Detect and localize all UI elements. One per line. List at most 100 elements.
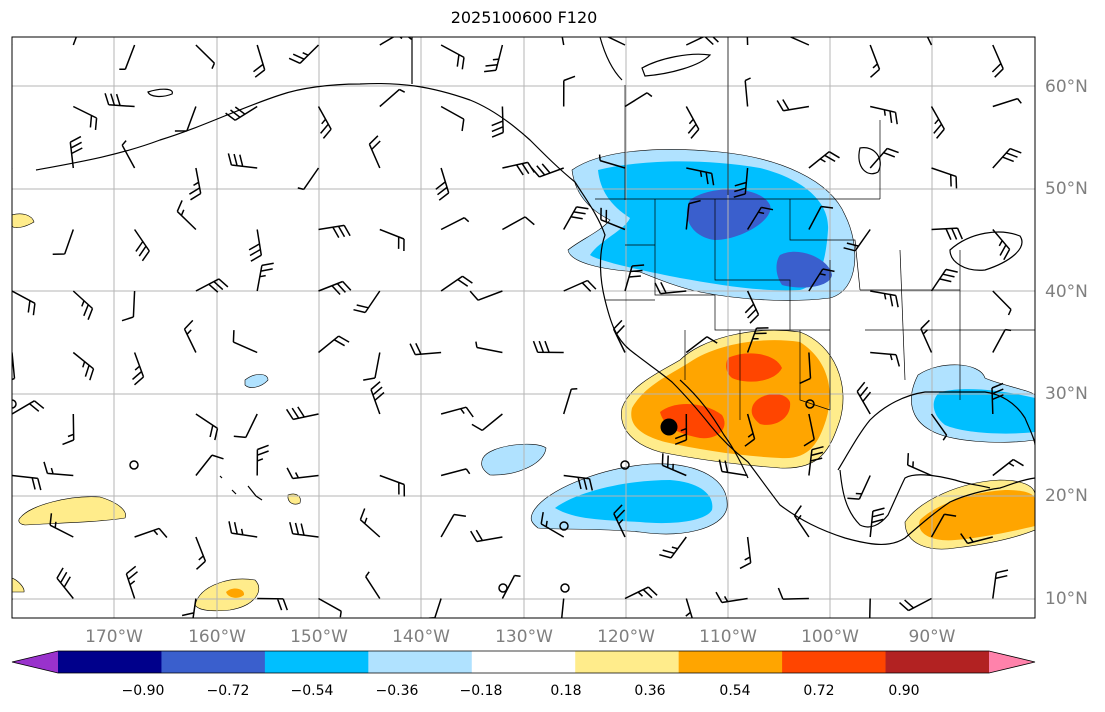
wind-barb: [685, 199, 701, 230]
wind-barb: [72, 105, 98, 130]
wind-barb: [793, 505, 810, 538]
wind-barb: [744, 77, 751, 107]
wind-barb: [12, 598, 13, 604]
wind-barb: [49, 513, 74, 538]
wind-barb: [289, 522, 319, 538]
wind-barb: [868, 598, 871, 618]
wind-barb: [256, 262, 274, 292]
wind-barb: [286, 467, 319, 480]
wind-barb: [195, 536, 207, 570]
wind-barb: [991, 44, 1004, 78]
wind-barb: [926, 37, 933, 46]
wind-barb: [808, 151, 840, 169]
wind-barb: [808, 205, 834, 230]
wind-barb: [183, 319, 197, 353]
wind-barb: [469, 290, 503, 301]
wind-barb: [56, 567, 74, 599]
wind-barb: [227, 153, 258, 169]
wind-barb: [248, 229, 263, 262]
wind-barb: [739, 536, 752, 570]
wind-barb: [440, 406, 474, 418]
lon-label: 160°W: [188, 627, 246, 647]
wind-barb: [368, 135, 381, 169]
lat-label: 60°N: [1045, 77, 1088, 97]
wind-barb: [379, 474, 406, 497]
wind-barb: [808, 268, 835, 292]
wind-barb: [930, 106, 945, 139]
wind-barb: [659, 536, 687, 559]
wind-barb: [561, 37, 565, 46]
wind-barb: [379, 88, 406, 108]
wind-barb: [317, 106, 332, 139]
lon-label: 100°W: [801, 627, 859, 647]
wind-barb: [181, 598, 197, 618]
wind-barb: [613, 504, 626, 538]
lon-label: 130°W: [495, 627, 553, 647]
wind-barb: [685, 106, 700, 139]
colorbar-segment: [161, 651, 266, 673]
wind-barb: [600, 207, 626, 231]
colorbar-extend-max: [989, 651, 1035, 673]
lat-label: 50°N: [1045, 179, 1088, 199]
wind-barb: [718, 459, 748, 477]
wind-barb: [746, 327, 769, 353]
wind-barb: [930, 413, 948, 441]
wind-barb: [359, 508, 381, 538]
wind-barb: [992, 147, 1022, 169]
wind-barb: [256, 444, 269, 476]
wind-barb: [363, 352, 381, 381]
colorbar-tick: −0.18: [459, 683, 503, 699]
wind-barb: [121, 290, 136, 322]
wind-barb: [606, 37, 626, 46]
colorbar-segment: [368, 651, 473, 673]
wind-barb: [12, 228, 13, 230]
wind-barb: [777, 587, 809, 600]
wind-barb: [686, 167, 715, 186]
lon-label: 110°W: [699, 627, 757, 647]
wind-barb: [746, 37, 749, 46]
wind-barb: [540, 511, 565, 538]
wind-barb: [788, 37, 810, 46]
wind-barb: [52, 229, 75, 256]
wind-barb: [12, 290, 36, 316]
wind-barb: [560, 598, 565, 618]
lon-label: 150°W: [290, 627, 348, 647]
wind-barb: [471, 413, 503, 432]
wind-barb: [484, 44, 504, 73]
wind-barb: [440, 105, 465, 132]
wind-barb: [232, 330, 258, 354]
wind-barb: [502, 216, 535, 231]
wind-barb: [318, 280, 352, 296]
wind-barb: [869, 44, 881, 78]
colorbar-tick: −0.90: [121, 683, 165, 699]
wind-barb: [991, 382, 1004, 415]
wind-barb: [318, 224, 351, 238]
wind-barb: [370, 381, 385, 415]
wind-barb: [353, 290, 381, 314]
lon-label: 140°W: [392, 627, 450, 647]
wind-barb: [253, 44, 266, 78]
colorbar-tick: 0.90: [888, 683, 920, 699]
coastlines: [35, 37, 1035, 546]
wind-barb: [598, 154, 626, 169]
wind-barb: [257, 597, 289, 611]
map-frame: [11, 36, 1036, 619]
wind-barb: [440, 44, 465, 70]
wind-barb: [931, 227, 963, 241]
wind-barb: [72, 37, 78, 46]
colorbar-segment: [264, 651, 369, 673]
wind-barb: [12, 106, 13, 108]
colorbar-tick: 0.18: [550, 683, 582, 699]
wind-barb: [440, 468, 471, 477]
wind-barb: [674, 413, 688, 446]
wind-barb: [428, 598, 442, 618]
wind-barb: [174, 106, 197, 132]
wind-barb: [475, 341, 503, 354]
wind-barb: [318, 597, 342, 618]
wind-barb: [930, 513, 957, 538]
colorbar-segment: [58, 651, 162, 673]
positive-anomaly-southwest: [621, 329, 844, 469]
wind-barb: [12, 400, 45, 415]
wind-barb: [104, 93, 135, 108]
